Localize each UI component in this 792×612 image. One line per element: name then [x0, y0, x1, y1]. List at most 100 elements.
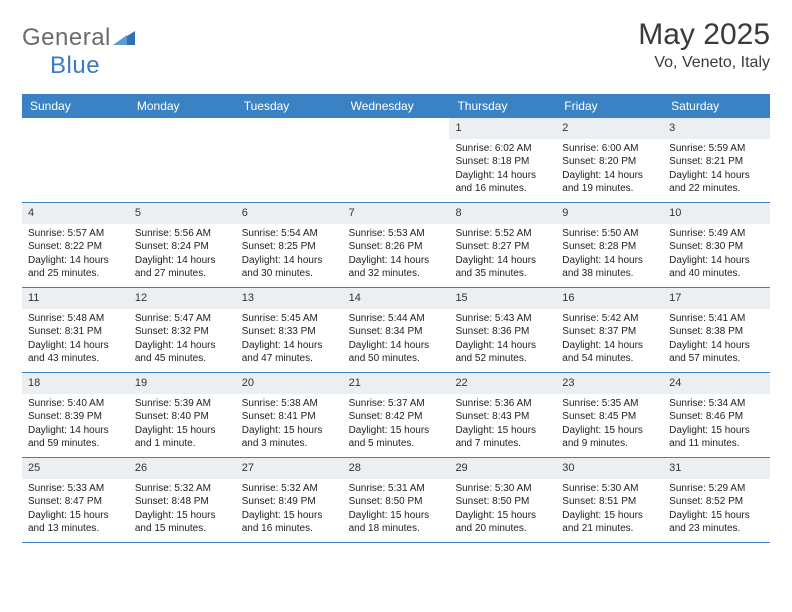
day-line: and 54 minutes. [562, 352, 657, 366]
day-line: Sunrise: 5:30 AM [455, 482, 550, 496]
day-number: 15 [449, 288, 556, 309]
day-number: 29 [449, 458, 556, 479]
day-line: Sunset: 8:22 PM [28, 240, 123, 254]
calendar-cell: 7Sunrise: 5:53 AMSunset: 8:26 PMDaylight… [343, 203, 450, 287]
day-line: Sunset: 8:36 PM [455, 325, 550, 339]
day-content: Sunrise: 5:41 AMSunset: 8:38 PMDaylight:… [663, 309, 770, 372]
day-line: Sunrise: 5:44 AM [349, 312, 444, 326]
day-number: 19 [129, 373, 236, 394]
day-line: Sunset: 8:43 PM [455, 410, 550, 424]
day-line: Sunrise: 5:52 AM [455, 227, 550, 241]
day-line: Daylight: 14 hours [349, 254, 444, 268]
day-number: 8 [449, 203, 556, 224]
calendar-cell: 29Sunrise: 5:30 AMSunset: 8:50 PMDayligh… [449, 458, 556, 542]
day-line: and 38 minutes. [562, 267, 657, 281]
day-number: 10 [663, 203, 770, 224]
logo-part1: General [22, 24, 111, 51]
day-line: Daylight: 15 hours [242, 424, 337, 438]
day-line: Sunrise: 5:59 AM [669, 142, 764, 156]
calendar-cell: 16Sunrise: 5:42 AMSunset: 8:37 PMDayligh… [556, 288, 663, 372]
day-number: 17 [663, 288, 770, 309]
calendar-cell: 5Sunrise: 5:56 AMSunset: 8:24 PMDaylight… [129, 203, 236, 287]
day-line: Sunset: 8:48 PM [135, 495, 230, 509]
day-line: Sunrise: 5:43 AM [455, 312, 550, 326]
day-line: Daylight: 15 hours [455, 509, 550, 523]
day-line: Daylight: 15 hours [562, 509, 657, 523]
day-content: Sunrise: 5:30 AMSunset: 8:50 PMDaylight:… [449, 479, 556, 542]
calendar-row: 18Sunrise: 5:40 AMSunset: 8:39 PMDayligh… [22, 373, 770, 458]
day-line: Sunset: 8:40 PM [135, 410, 230, 424]
calendar-row: 4Sunrise: 5:57 AMSunset: 8:22 PMDaylight… [22, 203, 770, 288]
day-line: Sunrise: 5:53 AM [349, 227, 444, 241]
day-line: Sunset: 8:28 PM [562, 240, 657, 254]
day-line: Sunrise: 5:37 AM [349, 397, 444, 411]
day-line: Daylight: 14 hours [669, 169, 764, 183]
day-number: 3 [663, 118, 770, 139]
logo-triangle-icon [113, 24, 135, 52]
day-content: Sunrise: 6:02 AMSunset: 8:18 PMDaylight:… [449, 139, 556, 202]
logo: GeneralBlue [22, 24, 135, 80]
day-content: Sunrise: 5:40 AMSunset: 8:39 PMDaylight:… [22, 394, 129, 457]
day-line: Sunrise: 5:48 AM [28, 312, 123, 326]
day-content: Sunrise: 5:45 AMSunset: 8:33 PMDaylight:… [236, 309, 343, 372]
day-line: Sunset: 8:33 PM [242, 325, 337, 339]
day-line: and 1 minute. [135, 437, 230, 451]
day-content: Sunrise: 5:50 AMSunset: 8:28 PMDaylight:… [556, 224, 663, 287]
calendar-cell [343, 118, 450, 202]
day-line: Sunset: 8:46 PM [669, 410, 764, 424]
weekday-sat: Saturday [663, 94, 770, 118]
day-line: Sunrise: 5:42 AM [562, 312, 657, 326]
day-line: Sunrise: 5:54 AM [242, 227, 337, 241]
day-content: Sunrise: 5:43 AMSunset: 8:36 PMDaylight:… [449, 309, 556, 372]
logo-part2: Blue [50, 52, 100, 79]
day-number: 27 [236, 458, 343, 479]
day-number: 20 [236, 373, 343, 394]
day-number: 16 [556, 288, 663, 309]
calendar-row: 1Sunrise: 6:02 AMSunset: 8:18 PMDaylight… [22, 118, 770, 203]
day-number: 5 [129, 203, 236, 224]
day-line: and 47 minutes. [242, 352, 337, 366]
day-line: Sunrise: 5:35 AM [562, 397, 657, 411]
calendar-cell: 26Sunrise: 5:32 AMSunset: 8:48 PMDayligh… [129, 458, 236, 542]
day-line: and 52 minutes. [455, 352, 550, 366]
day-line: and 30 minutes. [242, 267, 337, 281]
day-line: Sunset: 8:37 PM [562, 325, 657, 339]
day-line: and 25 minutes. [28, 267, 123, 281]
calendar-page: GeneralBlue May 2025 Vo, Veneto, Italy S… [0, 0, 792, 561]
calendar-cell: 9Sunrise: 5:50 AMSunset: 8:28 PMDaylight… [556, 203, 663, 287]
day-line: and 40 minutes. [669, 267, 764, 281]
day-line: Daylight: 14 hours [455, 169, 550, 183]
day-line: and 3 minutes. [242, 437, 337, 451]
calendar-cell: 15Sunrise: 5:43 AMSunset: 8:36 PMDayligh… [449, 288, 556, 372]
day-number: 13 [236, 288, 343, 309]
day-line: Sunset: 8:32 PM [135, 325, 230, 339]
day-line: and 50 minutes. [349, 352, 444, 366]
day-line: Daylight: 15 hours [28, 509, 123, 523]
day-line: and 23 minutes. [669, 522, 764, 536]
title-block: May 2025 Vo, Veneto, Italy [638, 18, 770, 72]
day-line: and 9 minutes. [562, 437, 657, 451]
day-number: 25 [22, 458, 129, 479]
calendar-cell: 24Sunrise: 5:34 AMSunset: 8:46 PMDayligh… [663, 373, 770, 457]
day-content: Sunrise: 5:29 AMSunset: 8:52 PMDaylight:… [663, 479, 770, 542]
day-line: and 13 minutes. [28, 522, 123, 536]
calendar-cell [129, 118, 236, 202]
day-line: and 16 minutes. [455, 182, 550, 196]
day-line: Sunrise: 5:34 AM [669, 397, 764, 411]
day-line: and 7 minutes. [455, 437, 550, 451]
day-line: Sunrise: 5:40 AM [28, 397, 123, 411]
day-line: Daylight: 14 hours [562, 169, 657, 183]
day-content: Sunrise: 5:44 AMSunset: 8:34 PMDaylight:… [343, 309, 450, 372]
day-line: and 35 minutes. [455, 267, 550, 281]
day-number: 4 [22, 203, 129, 224]
day-line: Daylight: 14 hours [135, 254, 230, 268]
day-line: Sunset: 8:25 PM [242, 240, 337, 254]
day-number: 26 [129, 458, 236, 479]
day-content: Sunrise: 5:49 AMSunset: 8:30 PMDaylight:… [663, 224, 770, 287]
day-line: Sunset: 8:47 PM [28, 495, 123, 509]
logo-text: GeneralBlue [22, 24, 135, 80]
day-line: Daylight: 14 hours [28, 339, 123, 353]
weekday-fri: Friday [556, 94, 663, 118]
header: GeneralBlue May 2025 Vo, Veneto, Italy [22, 18, 770, 80]
day-number: 2 [556, 118, 663, 139]
